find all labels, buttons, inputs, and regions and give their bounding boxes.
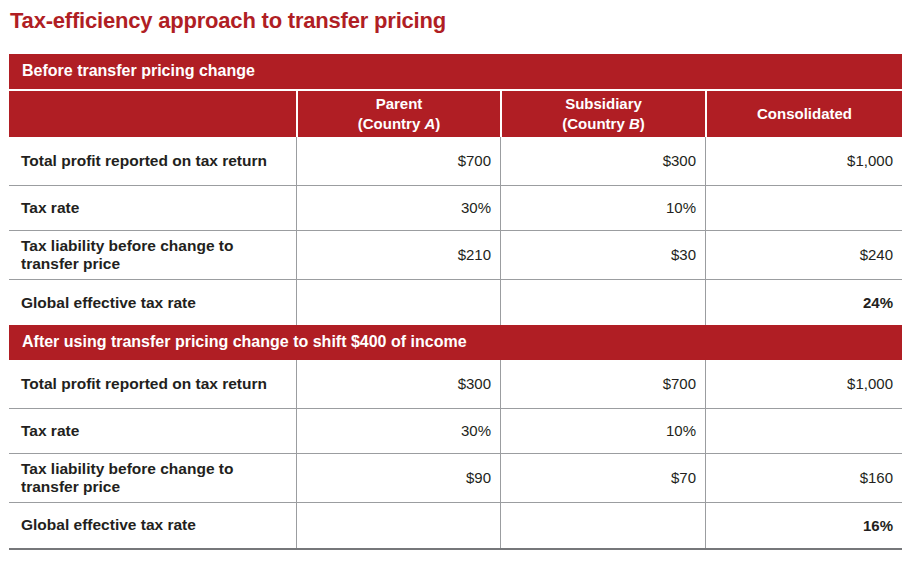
cell-consolidated-value: 24% (705, 280, 902, 325)
cell-subsidiary-value: $700 (500, 360, 705, 408)
row-label: Tax rate (9, 186, 296, 230)
column-header-empty (9, 91, 296, 137)
cell-subsidiary-value: $70 (500, 454, 705, 502)
cell-consolidated-value (705, 409, 902, 453)
row-label: Tax liability before change to transfer … (9, 231, 296, 279)
column-header-subsidiary-subtitle: (Country B) (502, 114, 705, 134)
table-row: Tax rate 30% 10% (9, 409, 902, 454)
table-row: Global effective tax rate 16% (9, 503, 902, 548)
cell-parent-value (296, 280, 500, 325)
column-header-parent-subtitle: (Country A) (298, 114, 500, 134)
cell-parent-value: $90 (296, 454, 500, 502)
cell-consolidated-value: $240 (705, 231, 902, 279)
column-header-parent-title: Parent (298, 94, 500, 114)
cell-subsidiary-value (500, 280, 705, 325)
cell-subsidiary-value (500, 503, 705, 548)
table-row: Global effective tax rate 24% (9, 280, 902, 325)
row-label: Tax rate (9, 409, 296, 453)
cell-consolidated-value: $1,000 (705, 360, 902, 408)
column-header-subsidiary-title: Subsidiary (502, 94, 705, 114)
table-row: Tax liability before change to transfer … (9, 231, 902, 280)
row-label: Tax liability before change to transfer … (9, 454, 296, 502)
cell-consolidated-value: $1,000 (705, 137, 902, 185)
row-label: Total profit reported on tax return (9, 360, 296, 408)
page-title: Tax-efficiency approach to transfer pric… (10, 8, 907, 34)
page: Tax-efficiency approach to transfer pric… (0, 0, 907, 550)
table-row: Tax rate 30% 10% (9, 186, 902, 231)
transfer-pricing-table: Before transfer pricing change Parent (C… (9, 54, 902, 549)
cell-parent-value: 30% (296, 409, 500, 453)
column-header-consolidated: Consolidated (705, 91, 902, 137)
cell-parent-value: $210 (296, 231, 500, 279)
cell-consolidated-value: 16% (705, 503, 902, 548)
row-label: Global effective tax rate (9, 280, 296, 325)
cell-subsidiary-value: $300 (500, 137, 705, 185)
row-label: Total profit reported on tax return (9, 137, 296, 185)
cell-parent-value: $700 (296, 137, 500, 185)
cell-consolidated-value (705, 186, 902, 230)
table-row: Tax liability before change to transfer … (9, 454, 902, 503)
row-label: Global effective tax rate (9, 503, 296, 548)
column-header-row: Parent (Country A) Subsidiary (Country B… (9, 89, 902, 137)
cell-subsidiary-value: 10% (500, 186, 705, 230)
cell-subsidiary-value: 10% (500, 409, 705, 453)
section-header-before: Before transfer pricing change (9, 54, 902, 89)
table-row: Total profit reported on tax return $300… (9, 360, 902, 409)
cell-subsidiary-value: $30 (500, 231, 705, 279)
cell-parent-value: 30% (296, 186, 500, 230)
column-header-subsidiary: Subsidiary (Country B) (500, 91, 705, 137)
cell-parent-value (296, 503, 500, 548)
cell-consolidated-value: $160 (705, 454, 902, 502)
section-header-after: After using transfer pricing change to s… (9, 325, 902, 360)
table-row: Total profit reported on tax return $700… (9, 137, 902, 186)
cell-parent-value: $300 (296, 360, 500, 408)
column-header-parent: Parent (Country A) (296, 91, 500, 137)
column-header-consolidated-title: Consolidated (707, 104, 902, 124)
